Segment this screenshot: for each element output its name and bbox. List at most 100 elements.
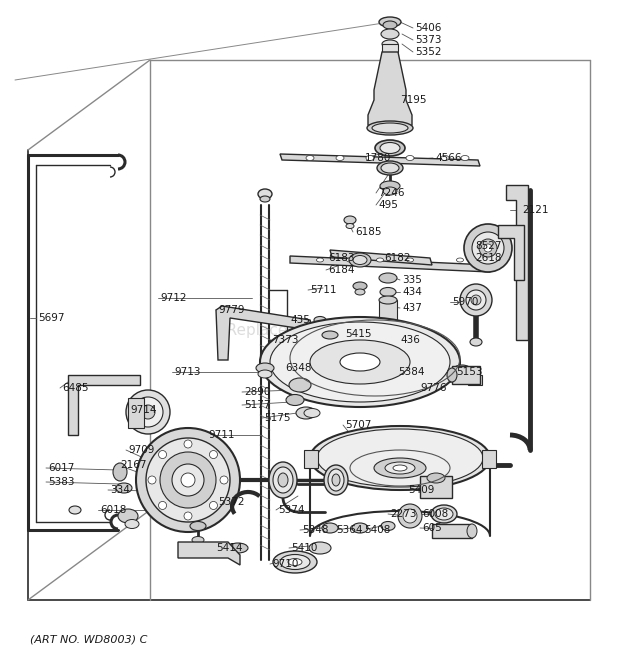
Text: 434: 434 — [402, 287, 422, 297]
Text: 5707: 5707 — [345, 420, 371, 430]
Circle shape — [484, 244, 492, 252]
Ellipse shape — [125, 520, 139, 529]
Text: 5415: 5415 — [345, 329, 371, 339]
Ellipse shape — [340, 353, 380, 371]
Text: 334: 334 — [110, 485, 130, 495]
Text: 2618: 2618 — [475, 253, 502, 263]
Ellipse shape — [302, 340, 318, 350]
Ellipse shape — [269, 462, 297, 498]
Text: 7373: 7373 — [272, 335, 298, 345]
Polygon shape — [68, 375, 140, 435]
Ellipse shape — [314, 317, 326, 323]
Polygon shape — [178, 542, 240, 565]
Text: 6183: 6183 — [328, 253, 355, 263]
Ellipse shape — [353, 256, 367, 264]
Text: 5374: 5374 — [278, 505, 304, 515]
Ellipse shape — [118, 509, 138, 523]
Ellipse shape — [376, 258, 384, 262]
Ellipse shape — [310, 426, 490, 490]
Text: 2121: 2121 — [522, 205, 549, 215]
Circle shape — [210, 502, 218, 510]
Ellipse shape — [315, 325, 325, 331]
Circle shape — [464, 224, 512, 272]
Ellipse shape — [379, 296, 397, 304]
Text: 1780: 1780 — [365, 153, 391, 163]
Ellipse shape — [380, 288, 396, 297]
Ellipse shape — [453, 365, 471, 375]
Text: 5175: 5175 — [264, 413, 291, 423]
Text: 6008: 6008 — [422, 509, 448, 519]
Text: 9776: 9776 — [420, 383, 446, 393]
Circle shape — [172, 464, 204, 496]
Text: 6485: 6485 — [62, 383, 89, 393]
Ellipse shape — [316, 258, 324, 262]
Ellipse shape — [304, 408, 320, 418]
Text: 7246: 7246 — [378, 188, 404, 198]
Text: 335: 335 — [402, 275, 422, 285]
Ellipse shape — [470, 338, 482, 346]
Circle shape — [133, 397, 163, 427]
Text: 5408: 5408 — [364, 525, 391, 535]
Circle shape — [479, 239, 497, 257]
Ellipse shape — [379, 273, 397, 283]
Polygon shape — [506, 185, 528, 340]
Text: 5348: 5348 — [302, 525, 329, 535]
Ellipse shape — [113, 463, 127, 481]
Ellipse shape — [332, 474, 340, 486]
Text: 9711: 9711 — [208, 430, 234, 440]
Text: 6348: 6348 — [285, 363, 311, 373]
Circle shape — [160, 452, 216, 508]
Text: 6184: 6184 — [328, 265, 355, 275]
Text: 5970: 5970 — [452, 297, 479, 307]
Ellipse shape — [381, 522, 395, 531]
Text: 9710: 9710 — [272, 559, 298, 569]
Ellipse shape — [385, 462, 415, 474]
Circle shape — [159, 451, 167, 459]
Ellipse shape — [306, 155, 314, 161]
Text: 9709: 9709 — [128, 445, 154, 455]
Text: 5697: 5697 — [38, 313, 64, 323]
Ellipse shape — [69, 506, 81, 514]
Polygon shape — [290, 256, 490, 272]
Text: 2890: 2890 — [244, 387, 270, 397]
Ellipse shape — [441, 155, 449, 161]
Ellipse shape — [344, 216, 356, 224]
Ellipse shape — [379, 17, 401, 27]
Ellipse shape — [375, 140, 405, 156]
Ellipse shape — [427, 473, 445, 483]
Ellipse shape — [258, 189, 272, 199]
Circle shape — [471, 295, 481, 305]
Bar — [128, 398, 144, 428]
Text: 5373: 5373 — [415, 35, 441, 45]
Text: 5414: 5414 — [216, 543, 242, 553]
Ellipse shape — [260, 196, 270, 202]
Ellipse shape — [381, 163, 399, 173]
Bar — [382, 44, 398, 52]
Text: 8527: 8527 — [475, 241, 502, 251]
Text: 7195: 7195 — [400, 95, 427, 105]
Ellipse shape — [192, 537, 204, 543]
Text: 5711: 5711 — [310, 285, 337, 295]
Ellipse shape — [382, 40, 398, 48]
Text: 5383: 5383 — [48, 477, 74, 487]
Text: 6017: 6017 — [48, 463, 74, 473]
Ellipse shape — [288, 559, 302, 566]
Ellipse shape — [296, 407, 316, 419]
Bar — [379, 300, 397, 328]
Ellipse shape — [406, 155, 414, 161]
Text: 495: 495 — [378, 200, 398, 210]
Text: 5384: 5384 — [398, 367, 425, 377]
Ellipse shape — [383, 21, 397, 29]
Text: 2167: 2167 — [120, 460, 146, 470]
Ellipse shape — [116, 483, 132, 493]
Polygon shape — [330, 250, 432, 265]
Ellipse shape — [372, 123, 408, 133]
Ellipse shape — [309, 542, 331, 554]
Ellipse shape — [467, 524, 477, 538]
Ellipse shape — [317, 429, 483, 487]
Ellipse shape — [353, 282, 367, 290]
Ellipse shape — [324, 465, 348, 495]
Circle shape — [148, 476, 156, 484]
Circle shape — [184, 512, 192, 520]
Ellipse shape — [270, 322, 450, 402]
